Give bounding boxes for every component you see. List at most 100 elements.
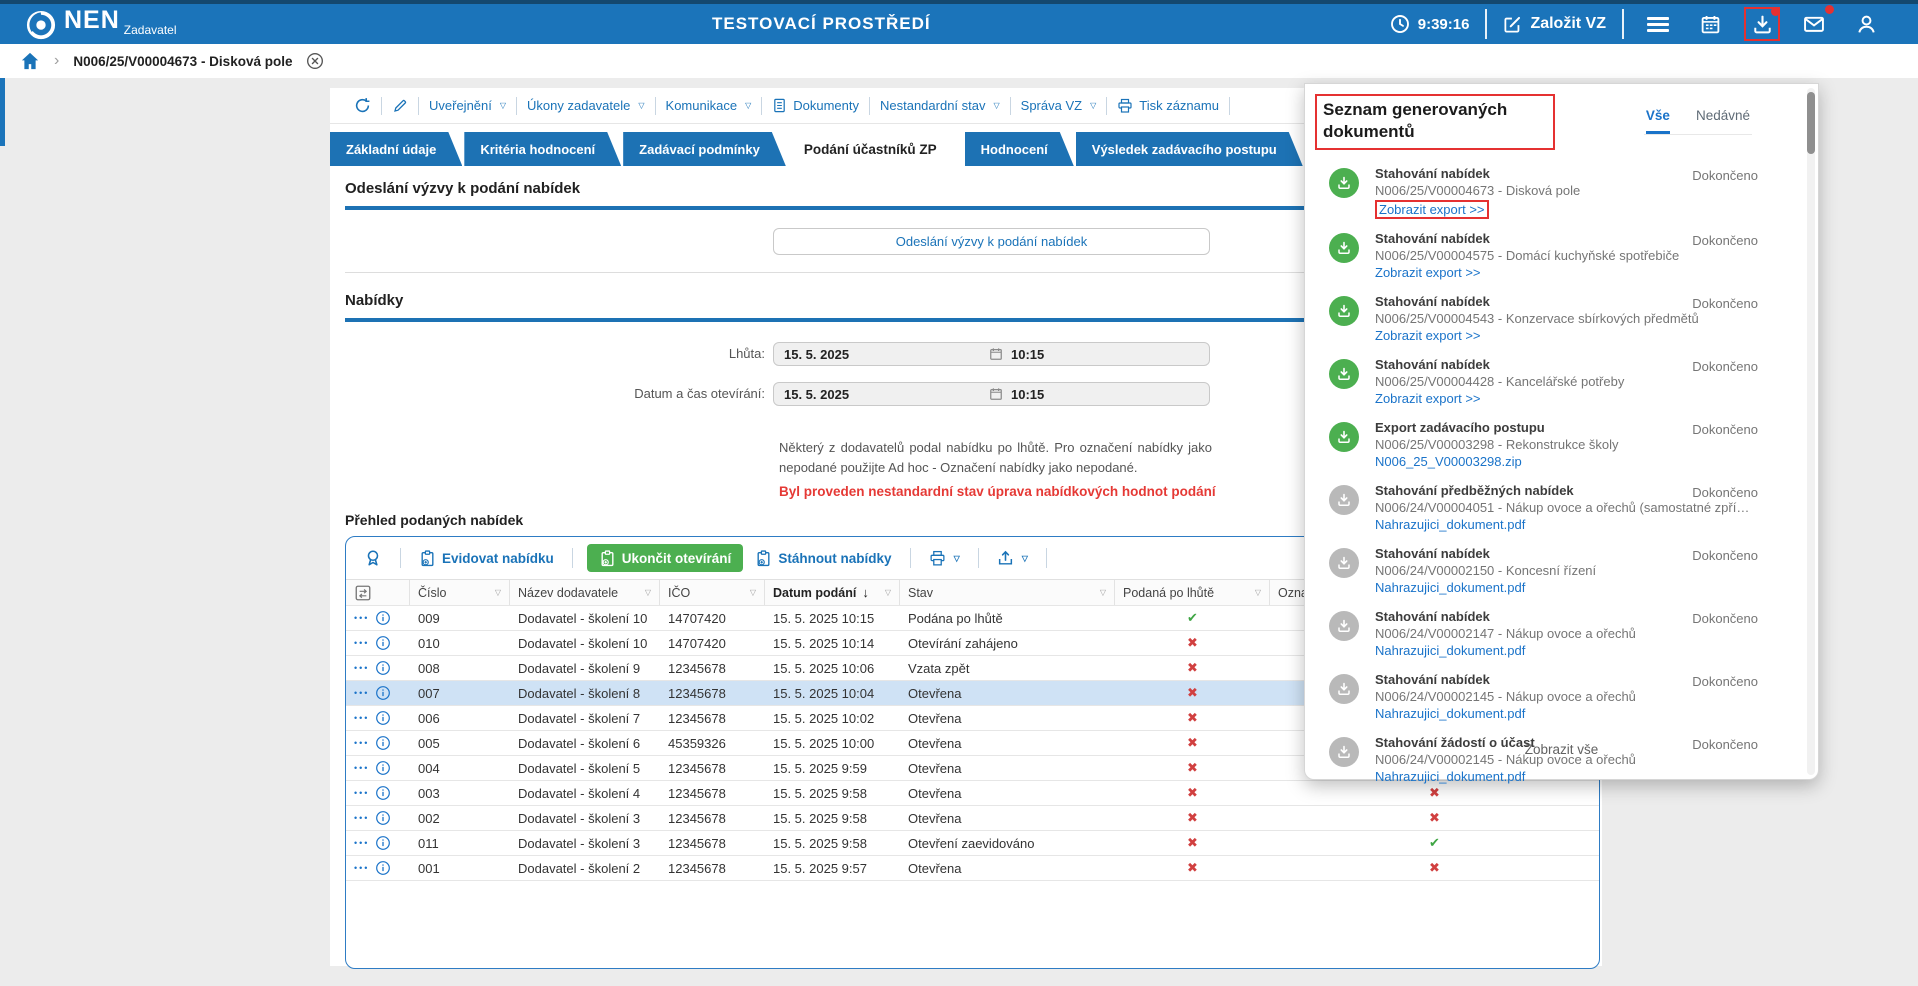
info-icon[interactable]: [375, 785, 391, 801]
row-actions-icon[interactable]: •••: [354, 863, 369, 873]
tab-hodnoceni[interactable]: Hodnocení: [965, 132, 1074, 166]
row-actions-icon[interactable]: •••: [354, 813, 369, 823]
header-nazev[interactable]: Název dodavatele▽: [510, 580, 660, 605]
document-link[interactable]: Nahrazujici_dokument.pdf: [1375, 769, 1525, 784]
badge-button[interactable]: [360, 549, 386, 567]
profile-button[interactable]: [1848, 7, 1884, 41]
generated-document-item[interactable]: Stahování nabídek N006/25/V00004428 - Ka…: [1305, 351, 1798, 414]
generated-document-item[interactable]: Stahování žádostí o účast N006/24/V00002…: [1305, 729, 1798, 792]
info-icon[interactable]: [375, 760, 391, 776]
messages-button[interactable]: [1796, 7, 1832, 41]
row-actions-icon[interactable]: •••: [354, 738, 369, 748]
row-actions-icon[interactable]: •••: [354, 788, 369, 798]
opening-date-value[interactable]: 15. 5. 2025: [784, 387, 989, 402]
print-table-button[interactable]: ▽: [925, 550, 964, 567]
calendar-button[interactable]: [1692, 7, 1728, 41]
deadline-time-value[interactable]: 10:15: [1011, 347, 1044, 362]
row-actions-icon[interactable]: •••: [354, 613, 369, 623]
header-ico[interactable]: IČO▽: [660, 580, 765, 605]
document-link[interactable]: Nahrazujici_dokument.pdf: [1375, 517, 1525, 532]
row-actions-icon[interactable]: •••: [354, 838, 369, 848]
filter-icon[interactable]: ▽: [1255, 588, 1261, 597]
table-row[interactable]: ••• 011 Dodavatel - školení 3 12345678 1…: [346, 831, 1599, 856]
menu-documents[interactable]: Dokumenty: [762, 98, 869, 113]
document-link[interactable]: Zobrazit export >>: [1375, 391, 1481, 406]
opening-field[interactable]: 15. 5. 2025 10:15: [773, 382, 1210, 406]
tab-vysledek[interactable]: Výsledek zadávacího postupu: [1076, 132, 1303, 166]
app-logo[interactable]: NEN Zadavatel: [26, 9, 177, 40]
header-stav[interactable]: Stav▽: [900, 580, 1115, 605]
info-icon[interactable]: [375, 610, 391, 626]
menu-tasks[interactable]: Úkony zadavatele▽: [517, 98, 655, 113]
info-icon[interactable]: [375, 860, 391, 876]
sort-desc-icon[interactable]: ↓: [862, 585, 869, 600]
info-icon[interactable]: [375, 635, 391, 651]
filter-icon[interactable]: ▽: [1100, 588, 1106, 597]
document-link[interactable]: N006_25_V00003298.zip: [1375, 454, 1522, 469]
filter-icon[interactable]: ▽: [495, 588, 501, 597]
panel-scrollbar-thumb[interactable]: [1807, 92, 1815, 154]
finish-opening-button[interactable]: Ukončit otevírání: [587, 544, 744, 572]
document-link[interactable]: Nahrazujici_dokument.pdf: [1375, 643, 1525, 658]
create-vz-button[interactable]: Založit VZ: [1503, 15, 1606, 34]
generated-document-item[interactable]: Stahování nabídek N006/25/V00004673 - Di…: [1305, 160, 1798, 225]
info-icon[interactable]: [375, 710, 391, 726]
info-icon[interactable]: [375, 660, 391, 676]
filter-icon[interactable]: ▽: [645, 588, 651, 597]
info-icon[interactable]: [375, 810, 391, 826]
menu-management[interactable]: Správa VZ▽: [1011, 98, 1107, 113]
opening-time-value[interactable]: 10:15: [1011, 387, 1044, 402]
tab-podani-ucastniku[interactable]: Podání účastníků ZP: [788, 132, 963, 166]
close-tab-icon[interactable]: [306, 52, 324, 70]
deadline-date-value[interactable]: 15. 5. 2025: [784, 347, 989, 362]
generated-document-item[interactable]: Stahování nabídek N006/25/V00004575 - Do…: [1305, 225, 1798, 288]
document-link[interactable]: Zobrazit export >>: [1375, 200, 1489, 219]
header-datum[interactable]: Datum podání↓▽: [765, 580, 900, 605]
downloads-button[interactable]: [1744, 7, 1780, 41]
download-offers-button[interactable]: Stáhnout nabídky: [751, 550, 895, 567]
panel-show-all[interactable]: Zobrazit vše: [1305, 742, 1818, 757]
menu-print[interactable]: Tisk záznamu: [1107, 98, 1229, 114]
filter-icon[interactable]: ▽: [750, 588, 756, 597]
table-row[interactable]: ••• 002 Dodavatel - školení 3 12345678 1…: [346, 806, 1599, 831]
breadcrumb-item[interactable]: N006/25/V00004673 - Disková pole: [73, 54, 292, 69]
row-actions-icon[interactable]: •••: [354, 763, 369, 773]
side-panel-handle[interactable]: [0, 78, 5, 146]
row-actions-icon[interactable]: •••: [354, 663, 369, 673]
row-actions-icon[interactable]: •••: [354, 713, 369, 723]
edit-button[interactable]: [382, 98, 418, 114]
home-icon[interactable]: [20, 51, 40, 71]
generated-document-item[interactable]: Stahování nabídek N006/24/V00002147 - Ná…: [1305, 603, 1798, 666]
menu-nonstandard[interactable]: Nestandardní stav▽: [870, 98, 1010, 113]
menu-button[interactable]: [1640, 7, 1676, 41]
generated-document-item[interactable]: Stahování předběžných nabídek N006/24/V0…: [1305, 477, 1798, 540]
panel-tab-all[interactable]: Vše: [1646, 108, 1670, 134]
table-row[interactable]: ••• 001 Dodavatel - školení 2 12345678 1…: [346, 856, 1599, 881]
panel-scrollbar-track[interactable]: [1807, 88, 1815, 775]
filter-icon[interactable]: ▽: [885, 588, 891, 597]
send-invitation-button[interactable]: Odeslání výzvy k podání nabídek: [773, 228, 1210, 255]
header-cislo[interactable]: Číslo▽: [410, 580, 510, 605]
generated-document-item[interactable]: Export zadávacího postupu N006/25/V00003…: [1305, 414, 1798, 477]
menu-publish[interactable]: Uveřejnění▽: [419, 98, 516, 113]
tab-zakladni-udaje[interactable]: Základní údaje: [330, 132, 462, 166]
document-link[interactable]: Nahrazujici_dokument.pdf: [1375, 706, 1525, 721]
generated-document-item[interactable]: Stahování nabídek N006/25/V00004543 - Ko…: [1305, 288, 1798, 351]
info-icon[interactable]: [375, 685, 391, 701]
row-actions-icon[interactable]: •••: [354, 638, 369, 648]
header-podana-po-lhute[interactable]: Podaná po lhůtě▽: [1115, 580, 1270, 605]
export-table-button[interactable]: ▽: [993, 550, 1032, 567]
register-offer-button[interactable]: Evidovat nabídku: [415, 550, 558, 567]
panel-tab-recent[interactable]: Nedávné: [1696, 108, 1750, 134]
deadline-field[interactable]: 15. 5. 2025 10:15: [773, 342, 1210, 366]
header-settings-cell[interactable]: [346, 580, 410, 605]
menu-communication[interactable]: Komunikace▽: [656, 98, 762, 113]
row-actions-icon[interactable]: •••: [354, 688, 369, 698]
refresh-button[interactable]: [344, 97, 381, 114]
info-icon[interactable]: [375, 735, 391, 751]
document-link[interactable]: Zobrazit export >>: [1375, 265, 1481, 280]
document-link[interactable]: Zobrazit export >>: [1375, 328, 1481, 343]
info-icon[interactable]: [375, 835, 391, 851]
tab-zadavaci-podminky[interactable]: Zadávací podmínky: [623, 132, 786, 166]
generated-document-item[interactable]: Stahování nabídek N006/24/V00002145 - Ná…: [1305, 666, 1798, 729]
